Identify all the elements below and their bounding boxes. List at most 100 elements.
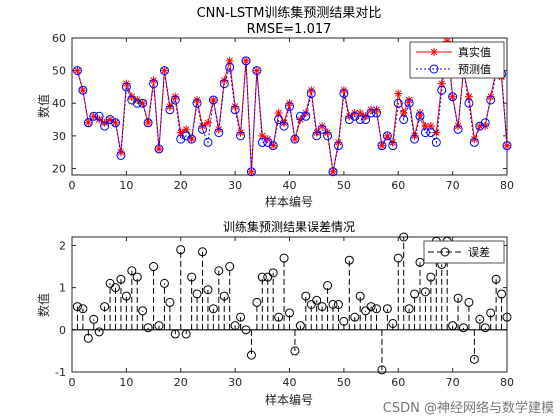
error-point <box>279 253 289 263</box>
error-point <box>317 302 327 312</box>
error-point <box>344 255 354 265</box>
bottom-x-tick-label: 20 <box>174 376 188 389</box>
data-point-pred <box>350 111 360 121</box>
error-point <box>138 306 148 316</box>
error-point <box>382 304 392 314</box>
error-point <box>312 295 322 305</box>
data-point-pred <box>415 111 425 121</box>
error-point <box>404 304 414 314</box>
data-point-pred <box>306 88 316 98</box>
data-point-pred <box>252 66 262 76</box>
error-point <box>301 291 311 301</box>
data-point-pred <box>149 79 159 89</box>
data-point-true <box>252 66 261 75</box>
data-point-pred <box>138 98 148 108</box>
data-point-pred <box>464 98 474 108</box>
data-point-true <box>84 118 93 127</box>
data-point-pred <box>159 66 169 76</box>
error-point <box>453 293 463 303</box>
bottom-chart-title: 训练集预测结果误差情况 <box>223 219 355 234</box>
data-point-true <box>242 56 250 65</box>
data-point-true <box>377 141 386 150</box>
error-point <box>181 329 191 339</box>
error-point <box>83 333 93 343</box>
data-point-pred <box>469 137 479 147</box>
legend-error-label: 误差 <box>468 245 490 259</box>
top-x-tick-label: 20 <box>174 179 188 192</box>
error-point <box>366 302 376 312</box>
data-point-pred <box>339 88 349 98</box>
data-point-pred <box>366 108 376 118</box>
data-point-pred <box>426 128 436 138</box>
error-point <box>100 302 110 312</box>
bottom-x-tick-label: 40 <box>283 376 297 389</box>
data-point-pred <box>274 115 284 125</box>
data-point-pred <box>372 108 381 118</box>
data-point-pred <box>377 141 387 151</box>
data-point-pred <box>328 167 338 177</box>
top-x-tick-label: 60 <box>391 179 405 192</box>
data-point-pred <box>236 131 246 141</box>
data-point-pred <box>399 115 409 125</box>
data-point-pred <box>116 150 126 160</box>
top-y-ticks: 20 30 40 50 60 <box>52 32 507 175</box>
watermark: CSDN @神经网络与数学建模 <box>382 401 554 416</box>
data-point-true <box>329 167 337 176</box>
top-x-tick-label: 80 <box>500 179 514 192</box>
top-chart-subtitle: RMSE=1.017 <box>247 22 332 37</box>
legend-true-label: 真实值 <box>458 45 491 59</box>
error-point <box>491 274 501 284</box>
error-point <box>127 266 137 276</box>
bottom-legend-box <box>423 240 505 264</box>
error-point <box>203 285 213 295</box>
data-point-pred <box>83 118 93 128</box>
error-point <box>170 329 180 339</box>
data-point-pred <box>453 124 463 134</box>
data-point-pred <box>382 131 392 141</box>
top-y-tick-label: 20 <box>52 162 66 175</box>
top-x-tick-label: 10 <box>119 179 133 192</box>
error-point <box>252 297 262 307</box>
data-point-true <box>290 135 299 144</box>
error-point <box>448 321 458 331</box>
error-point <box>333 300 343 309</box>
data-point-pred <box>437 85 447 95</box>
bottom-y-tick-label: 1 <box>59 282 66 295</box>
error-point <box>94 327 104 337</box>
error-point <box>246 350 256 360</box>
top-chart: CNN-LSTM训练集预测结果对比 RMSE=1.017 0 10 20 30 40 50… <box>36 5 514 209</box>
bottom-x-tick-label: 70 <box>446 376 460 389</box>
data-point-pred <box>89 111 99 121</box>
data-point-pred <box>241 56 251 66</box>
data-point-pred <box>78 85 88 95</box>
data-point-pred <box>246 167 256 177</box>
data-point-pred <box>333 141 343 151</box>
error-point <box>328 300 338 309</box>
error-point <box>214 266 224 276</box>
data-point-true <box>78 86 87 95</box>
error-point <box>241 325 251 335</box>
data-point-true <box>209 95 218 104</box>
error-point <box>165 297 175 307</box>
data-point-pred <box>355 115 365 125</box>
data-point-pred <box>263 137 273 147</box>
error-point <box>111 283 120 293</box>
top-y-tick-label: 60 <box>52 32 66 45</box>
data-point-true <box>383 131 392 140</box>
data-point-pred <box>312 131 322 141</box>
top-y-axis-label: 数值 <box>36 94 51 118</box>
data-point-pred <box>165 105 175 115</box>
data-point-pred <box>431 137 441 147</box>
data-point-pred <box>100 121 110 131</box>
data-point-pred <box>295 111 305 121</box>
top-series-group <box>72 37 512 177</box>
data-point-pred <box>225 62 235 72</box>
error-point <box>480 323 490 333</box>
data-point-true <box>155 144 163 153</box>
error-point <box>208 304 218 314</box>
data-point-pred <box>198 124 207 134</box>
data-point-pred <box>170 95 180 105</box>
error-point <box>72 302 82 312</box>
